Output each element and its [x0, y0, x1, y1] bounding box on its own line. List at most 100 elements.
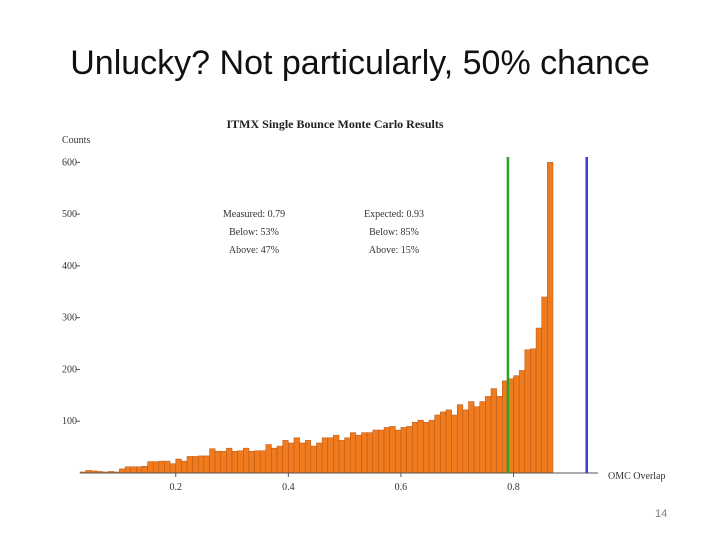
- histogram-bar: [530, 348, 537, 474]
- histogram-bar: [119, 468, 126, 474]
- histogram-bar: [158, 460, 165, 474]
- histogram-bar: [456, 404, 464, 474]
- histogram-bar: [192, 456, 199, 474]
- axes-group: 0.2 0.4 0.6 0.8 100 200 300 400 500 600: [62, 157, 598, 493]
- histogram-bar: [395, 429, 402, 474]
- histogram-bar: [209, 448, 216, 474]
- histogram-bar: [327, 437, 334, 474]
- histogram-bar: [490, 388, 497, 474]
- histogram-bar: [451, 414, 458, 474]
- histogram-bar: [361, 432, 368, 474]
- histogram-bar: [383, 427, 390, 474]
- histogram-bar: [366, 432, 374, 474]
- x-tick-label: 0.8: [507, 482, 520, 493]
- y-tick-label: 200: [62, 364, 77, 375]
- histogram-bar: [423, 422, 430, 474]
- histogram-bar: [299, 442, 306, 474]
- histogram-bar: [304, 440, 312, 474]
- histogram-bar: [282, 440, 289, 474]
- slide-title: Unlucky? Not particularly, 50% chance: [70, 44, 650, 82]
- histogram-bar: [411, 422, 419, 474]
- histogram-bar: [237, 450, 244, 474]
- histogram-bar: [124, 466, 131, 474]
- y-tick-label: 300: [62, 313, 77, 324]
- histogram-bar: [293, 437, 300, 474]
- histogram-bar: [372, 429, 379, 474]
- histogram-bar: [181, 460, 188, 474]
- y-tick-label: 500: [62, 209, 77, 220]
- y-tick-label: 400: [62, 261, 77, 272]
- histogram-bar: [130, 466, 137, 474]
- histogram-bar: [203, 455, 210, 474]
- histogram-bar: [214, 451, 222, 474]
- histogram-bar: [321, 437, 328, 474]
- histogram-bar: [169, 463, 176, 474]
- histogram-bar: [316, 442, 323, 474]
- measured-below: Below: 53%: [229, 227, 279, 238]
- marker-lines-group: [506, 157, 588, 473]
- histogram-bar: [276, 445, 283, 474]
- histogram-bar: [147, 461, 154, 474]
- histogram-bar: [445, 409, 452, 474]
- x-tick-label: 0.6: [395, 482, 408, 493]
- slide-number: 14: [655, 508, 668, 520]
- histogram-bar: [406, 426, 413, 474]
- histogram-bar: [197, 455, 205, 474]
- histogram-bar: [400, 427, 407, 474]
- histogram-bar: [265, 444, 272, 474]
- histogram-bar: [428, 419, 435, 474]
- histogram-bar: [541, 296, 548, 474]
- histogram-bar: [524, 349, 531, 474]
- histogram-bar: [355, 434, 362, 474]
- histogram-bar: [496, 396, 503, 474]
- histogram-bar: [378, 429, 385, 474]
- histogram-bar: [518, 370, 526, 474]
- x-axis-label: OMC Overlap: [608, 471, 666, 482]
- x-tick-label: 0.2: [169, 482, 182, 493]
- expected-above: Above: 15%: [369, 245, 419, 256]
- histogram-bar: [248, 451, 255, 474]
- histogram-bar: [535, 327, 542, 474]
- y-tick-label: 100: [62, 416, 77, 427]
- histogram-bar: [231, 451, 238, 474]
- histogram-bar: [462, 409, 469, 474]
- histogram-bar: [254, 450, 261, 474]
- histogram-bar: [310, 445, 317, 474]
- measured-above: Above: 47%: [229, 245, 279, 256]
- histogram-bar: [259, 450, 267, 474]
- expected-value: Expected: 0.93: [364, 209, 424, 220]
- histogram-bar: [226, 447, 233, 474]
- measured-value: Measured: 0.79: [223, 209, 285, 220]
- x-tick-label: 0.4: [282, 482, 295, 493]
- histogram-bar: [271, 447, 278, 474]
- histogram-bar: [141, 466, 148, 474]
- histogram-bar: [473, 406, 481, 474]
- histogram-bar: [288, 442, 295, 474]
- y-axis-label: Counts: [62, 135, 90, 146]
- histogram-bar: [417, 419, 424, 474]
- y-tick-label: 600: [62, 157, 77, 168]
- histogram-bar: [152, 461, 160, 474]
- bars-group: [79, 162, 554, 474]
- histogram-bar: [220, 451, 227, 474]
- histogram-bar: [547, 162, 554, 474]
- histogram-bar: [350, 432, 357, 474]
- histogram-bar: [186, 456, 193, 474]
- histogram-bar: [389, 426, 396, 474]
- histogram-bar: [468, 401, 475, 474]
- histogram-bar: [333, 434, 340, 474]
- histogram-bar: [440, 411, 447, 474]
- histogram-bar: [344, 437, 351, 474]
- chart-title: ITMX Single Bounce Monte Carlo Results: [227, 117, 444, 131]
- expected-below: Below: 85%: [369, 227, 419, 238]
- histogram-bar: [243, 447, 250, 474]
- expected-annotation: Expected: 0.93 Below: 85% Above: 15%: [364, 209, 424, 256]
- histogram-bar: [175, 458, 182, 474]
- histogram-bar: [338, 440, 345, 474]
- measured-annotation: Measured: 0.79 Below: 53% Above: 47%: [223, 209, 285, 256]
- histogram-bar: [513, 375, 520, 474]
- histogram-bar: [479, 401, 486, 474]
- histogram-bar: [164, 460, 171, 474]
- histogram-bar: [485, 396, 492, 474]
